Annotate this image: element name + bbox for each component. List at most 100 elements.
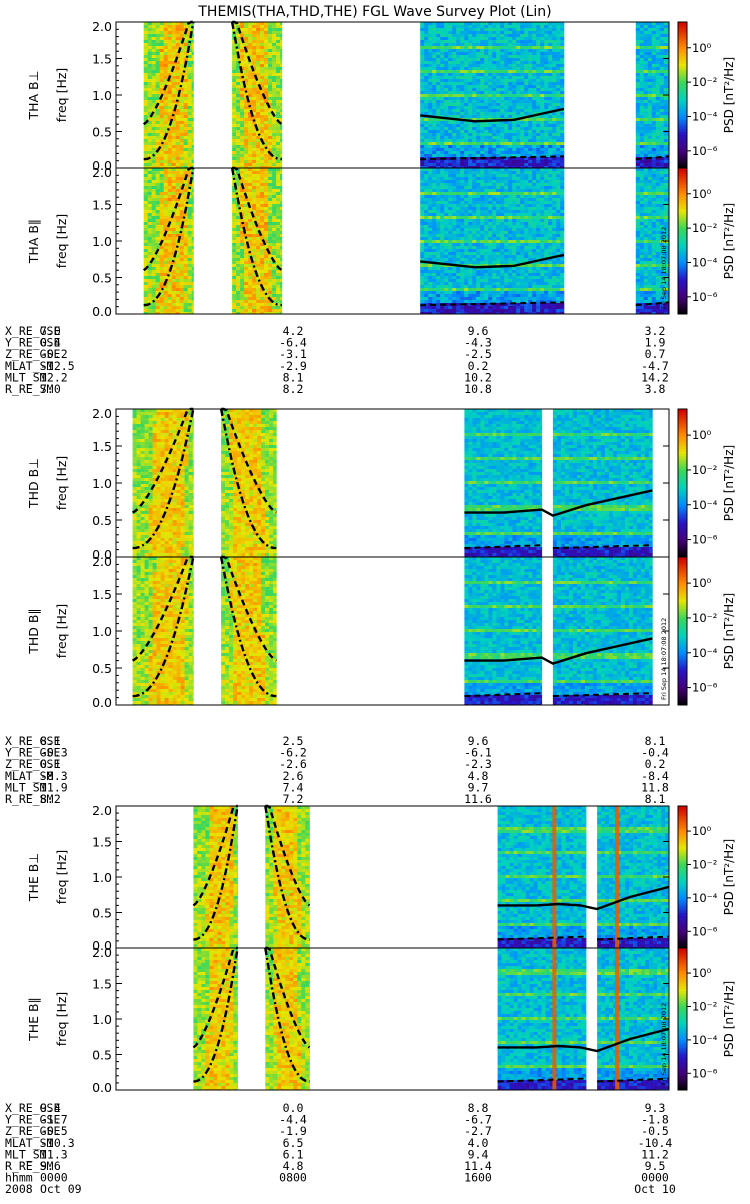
timestamp-stamp: Fri Sep 14 18:07:08 2012 — [660, 1003, 668, 1085]
ephemeris-value: 7.0 — [40, 382, 61, 396]
y-tick-label: 2.0 — [92, 554, 112, 569]
colorbar-tick-label: 10⁰ — [692, 824, 712, 838]
ephemeris-value: Oct 09 — [40, 1182, 82, 1196]
ephemeris-value: 11.6 — [464, 792, 492, 806]
ephemeris-value: 0800 — [279, 1171, 307, 1185]
ephemeris-value: 8.1 — [645, 792, 666, 806]
ephemeris-row-label: 2008 — [5, 1182, 33, 1196]
wave-survey-figure: THEMIS(THA,THD,THE) FGL Wave Survey Plot… — [0, 0, 750, 1200]
wave-event-streak — [615, 948, 619, 1090]
colorbar-tick-label: 10⁻² — [692, 611, 717, 625]
colorbar-tick-label: 10⁻⁶ — [692, 290, 718, 304]
y-tick-label: 1.0 — [92, 88, 112, 103]
colorbar-label: PSD [nT²/Hz] — [722, 981, 736, 1057]
colorbar: 10⁰ 10⁻² 10⁻⁴ 10⁻⁶ PSD [nT²/Hz] — [678, 948, 736, 1091]
colorbar-tick-label: 10⁻⁶ — [692, 144, 718, 158]
colorbar-tick-label: 10⁻² — [692, 75, 717, 89]
colorbar: 10⁰ 10⁻² 10⁻⁴ 10⁻⁶ PSD [nT²/Hz] — [678, 168, 736, 315]
colorbar-tick-label: 10⁻⁴ — [692, 1033, 718, 1047]
y-axis-label: freq [Hz] — [54, 850, 69, 905]
colorbar-tick-label: 10⁻⁴ — [692, 498, 718, 512]
y-tick-label: 2.0 — [92, 945, 112, 960]
colorbar: 10⁰ 10⁻² 10⁻⁴ 10⁻⁶ PSD [nT²/Hz] — [678, 409, 736, 558]
ephemeris-value: 3.8 — [645, 382, 666, 396]
colorbar-tick-label: 10⁰ — [692, 966, 712, 980]
y-tick-label: 1.5 — [92, 439, 112, 454]
panel-label: THD B⊥ — [26, 458, 41, 509]
colorbar-tick-label: 10⁻² — [692, 221, 717, 235]
y-tick-label: 1.0 — [92, 1012, 112, 1027]
colorbar-label: PSD [nT²/Hz] — [722, 593, 736, 669]
ephemeris-value: 8.2 — [40, 792, 61, 806]
colorbar-label: PSD [nT²/Hz] — [722, 57, 736, 133]
y-tick-label: 2.0 — [92, 19, 112, 34]
colorbar-tick-label: 10⁻² — [692, 857, 717, 871]
y-axis-label: freq [Hz] — [54, 604, 69, 659]
y-tick-label: 1.5 — [92, 198, 112, 213]
panel-label: THE B⊥ — [26, 853, 41, 902]
colorbar-tick-label: 10⁻⁴ — [692, 255, 718, 269]
ephemeris-value: 7.2 — [283, 792, 304, 806]
colorbar: 10⁰ 10⁻² 10⁻⁴ 10⁻⁶ PSD [nT²/Hz] — [678, 806, 736, 949]
panel-label: THA B∥ — [26, 219, 41, 264]
y-tick-label: 1.0 — [92, 234, 112, 249]
y-axis-label: freq [Hz] — [54, 456, 69, 511]
colorbar-tick-label: 10⁻⁶ — [692, 533, 718, 547]
colorbar-label: PSD [nT²/Hz] — [722, 839, 736, 915]
y-tick-label: 0.0 — [92, 304, 112, 319]
panel-label: THD B∥ — [26, 608, 41, 654]
ephemeris-value: Oct 10 — [634, 1182, 676, 1196]
y-tick-label: 1.5 — [92, 587, 112, 602]
ephemeris-value: 10.8 — [464, 382, 492, 396]
y-tick-label: 0.5 — [92, 125, 112, 140]
y-tick-label: 0.5 — [92, 906, 112, 921]
colorbar-tick-label: 10⁻⁶ — [692, 681, 718, 695]
colorbar-tick-label: 10⁰ — [692, 428, 712, 442]
y-tick-label: 1.0 — [92, 476, 112, 491]
colorbar-tick-label: 10⁻⁴ — [692, 109, 718, 123]
ephemeris-value: 1600 — [464, 1171, 492, 1185]
colorbar-tick-label: 10⁻⁴ — [692, 646, 718, 660]
chart-stage: THEMIS(THA,THD,THE) FGL Wave Survey Plot… — [0, 0, 750, 1200]
y-tick-label: 2.0 — [92, 803, 112, 818]
colorbar-tick-label: 10⁻⁶ — [692, 924, 718, 938]
y-tick-label: 0.5 — [92, 513, 112, 528]
panel-label: THA B⊥ — [26, 70, 41, 120]
panel-frame — [116, 168, 669, 314]
y-tick-label: 1.5 — [92, 52, 112, 67]
colorbar-label: PSD [nT²/Hz] — [722, 445, 736, 521]
y-tick-label: 0.0 — [92, 695, 112, 710]
ephemeris-value: 8.2 — [283, 382, 304, 396]
chart-title: THEMIS(THA,THD,THE) FGL Wave Survey Plot… — [197, 4, 551, 20]
y-tick-label: 0.0 — [92, 1080, 112, 1095]
y-tick-label: 1.5 — [92, 835, 112, 850]
y-tick-label: 1.0 — [92, 624, 112, 639]
wave-event-streak — [552, 948, 556, 1090]
y-tick-label: 2.0 — [92, 406, 112, 421]
wave-event-streak — [615, 806, 619, 948]
y-tick-label: 0.5 — [92, 271, 112, 286]
colorbar-tick-label: 10⁰ — [692, 187, 712, 201]
colorbar-tick-label: 10⁰ — [692, 41, 712, 55]
spectrogram-panel: 0.0 0.5 1.0 1.5 2.0 THD B∥ freq [Hz] Fri Sep 14… — [26, 554, 669, 710]
y-tick-label: 2.0 — [92, 165, 112, 180]
y-tick-label: 1.0 — [92, 870, 112, 885]
colorbar-tick-label: 10⁻² — [692, 999, 717, 1013]
y-tick-label: 0.5 — [92, 661, 112, 676]
y-axis-label: freq [Hz] — [54, 68, 69, 123]
y-tick-label: 0.5 — [92, 1048, 112, 1063]
colorbar-tick-label: 10⁻⁴ — [692, 891, 718, 905]
colorbar-tick-label: 10⁻² — [692, 463, 717, 477]
panel-frame — [116, 22, 669, 168]
colorbar: 10⁰ 10⁻² 10⁻⁴ 10⁻⁶ PSD [nT²/Hz] — [678, 22, 736, 169]
colorbar-label: PSD [nT²/Hz] — [722, 203, 736, 279]
wave-event-streak — [552, 806, 556, 948]
timestamp-stamp: Fri Sep 14 18:07:08 2012 — [660, 618, 668, 700]
colorbar-tick-label: 10⁻⁶ — [692, 1066, 718, 1080]
